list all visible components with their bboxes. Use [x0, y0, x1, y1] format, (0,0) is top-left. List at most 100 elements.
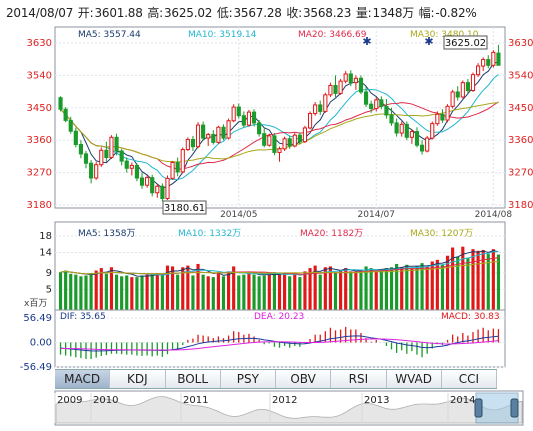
- volume-bar: [206, 276, 210, 310]
- volume-bar: [354, 272, 358, 310]
- volume-bar: [359, 270, 363, 310]
- dea-line: [60, 338, 499, 351]
- max-callout-box: [443, 35, 488, 50]
- tab-macd[interactable]: MACD: [55, 370, 111, 388]
- range-handle-left[interactable]: [474, 398, 483, 418]
- volume-bar: [262, 275, 266, 310]
- volume-bars: [58, 246, 501, 310]
- candle-body: [491, 51, 496, 66]
- candle-body: [267, 135, 272, 146]
- volume-bar: [451, 247, 455, 310]
- tab-kdj[interactable]: KDJ: [110, 370, 166, 388]
- volume-bar: [369, 268, 373, 310]
- overview-year-label: 2009: [57, 395, 82, 406]
- price-axis-x: 2014/05 2014/07 2014/08: [220, 210, 512, 220]
- volume-bar: [89, 273, 93, 310]
- volume-bar: [120, 276, 124, 310]
- marker-star-icon: ✱: [362, 35, 371, 48]
- volume-bar: [425, 266, 429, 310]
- volume-bar: [318, 274, 322, 310]
- price-axis-right: 3630 3540 3450 3360 3270 3180: [508, 38, 533, 211]
- candle-body: [124, 160, 129, 169]
- volume-bar: [389, 267, 394, 310]
- volume-bar: [384, 268, 389, 310]
- candle-body: [450, 91, 455, 107]
- tab-obv[interactable]: OBV: [276, 370, 332, 388]
- volume-bar: [456, 256, 460, 310]
- marker-star-icon: ✱: [424, 35, 433, 48]
- volume-bar: [181, 267, 185, 310]
- tab-rsi[interactable]: RSI: [331, 370, 387, 388]
- high-label: 高:: [147, 6, 163, 20]
- range-handle-right[interactable]: [510, 398, 519, 418]
- candle-body: [363, 91, 369, 105]
- legend-vol-ma5: MA5: 1358万: [78, 229, 135, 239]
- candle-body: [374, 99, 379, 110]
- candle-body: [297, 134, 302, 143]
- candle-body: [201, 124, 206, 139]
- volume-bar: [170, 266, 175, 310]
- candle-body: [292, 134, 297, 147]
- candle-body: [318, 104, 323, 112]
- volume-bar: [405, 264, 409, 310]
- volume-bar: [237, 275, 241, 310]
- legend-vol-ma20: MA20: 1182万: [300, 229, 363, 239]
- volume-bar: [476, 250, 480, 310]
- candle-body: [221, 126, 226, 139]
- volume-bar: [333, 273, 338, 310]
- close-label: 收:: [286, 6, 302, 20]
- overview-year-label: 2013: [364, 395, 389, 406]
- volume-bar: [74, 274, 78, 310]
- volume-bar: [486, 254, 490, 310]
- volume-bar: [257, 276, 261, 310]
- volume-bar: [247, 273, 251, 310]
- change-value: -0.82%: [435, 6, 477, 20]
- tab-wvad[interactable]: WVAD: [386, 370, 442, 388]
- candle-body: [338, 80, 343, 94]
- volume-bar: [288, 276, 292, 310]
- close-value: 3568.23: [303, 6, 352, 20]
- overview-year-label: 2012: [272, 395, 297, 406]
- candle-body: [394, 122, 399, 134]
- macd-tick: 56.49: [23, 313, 52, 324]
- volume-bar: [471, 249, 475, 310]
- candle-body: [414, 131, 420, 146]
- candle-body: [328, 84, 333, 96]
- candle-body: [73, 130, 78, 146]
- open-value: 3601.88: [94, 6, 143, 20]
- tab-boll[interactable]: BOLL: [165, 370, 221, 388]
- volume-bar: [135, 277, 139, 310]
- volume-bar: [64, 270, 68, 310]
- overview-year-label: 2011: [183, 395, 208, 406]
- volume-bar: [216, 272, 220, 310]
- volume-bar: [364, 266, 368, 310]
- legend-dea: DEA: 20.23: [254, 312, 304, 322]
- volume-unit: x百万: [24, 298, 47, 309]
- volume-bar: [211, 277, 215, 310]
- candle-body: [425, 137, 430, 152]
- volume-bar: [196, 263, 200, 310]
- candle-body: [333, 84, 338, 94]
- volume-tick: 9: [46, 268, 52, 279]
- volume-bar: [186, 265, 190, 310]
- volume-bar: [145, 274, 149, 310]
- candle-body: [160, 185, 165, 200]
- legend-ma10: MA10: 3519.14: [188, 30, 257, 40]
- macd-tick: 0.00: [30, 338, 52, 349]
- volume-bar: [221, 276, 226, 310]
- candle-body: [129, 164, 134, 169]
- tab-cci[interactable]: CCI: [441, 370, 497, 388]
- volume-bar: [232, 266, 236, 310]
- legend-ma5: MA5: 3557.44: [78, 30, 141, 40]
- candle-body: [109, 136, 114, 158]
- quote-header: 2014/08/07 开:3601.88 高:3625.02 低:3567.28…: [6, 4, 478, 21]
- candle-body: [68, 119, 73, 132]
- candle-body: [139, 177, 145, 186]
- volume-bar: [267, 273, 271, 310]
- volume-bar: [415, 266, 419, 310]
- candle-body: [323, 94, 328, 112]
- candle-body: [470, 74, 476, 92]
- volume-bar: [400, 267, 404, 310]
- tab-psy[interactable]: PSY: [220, 370, 276, 388]
